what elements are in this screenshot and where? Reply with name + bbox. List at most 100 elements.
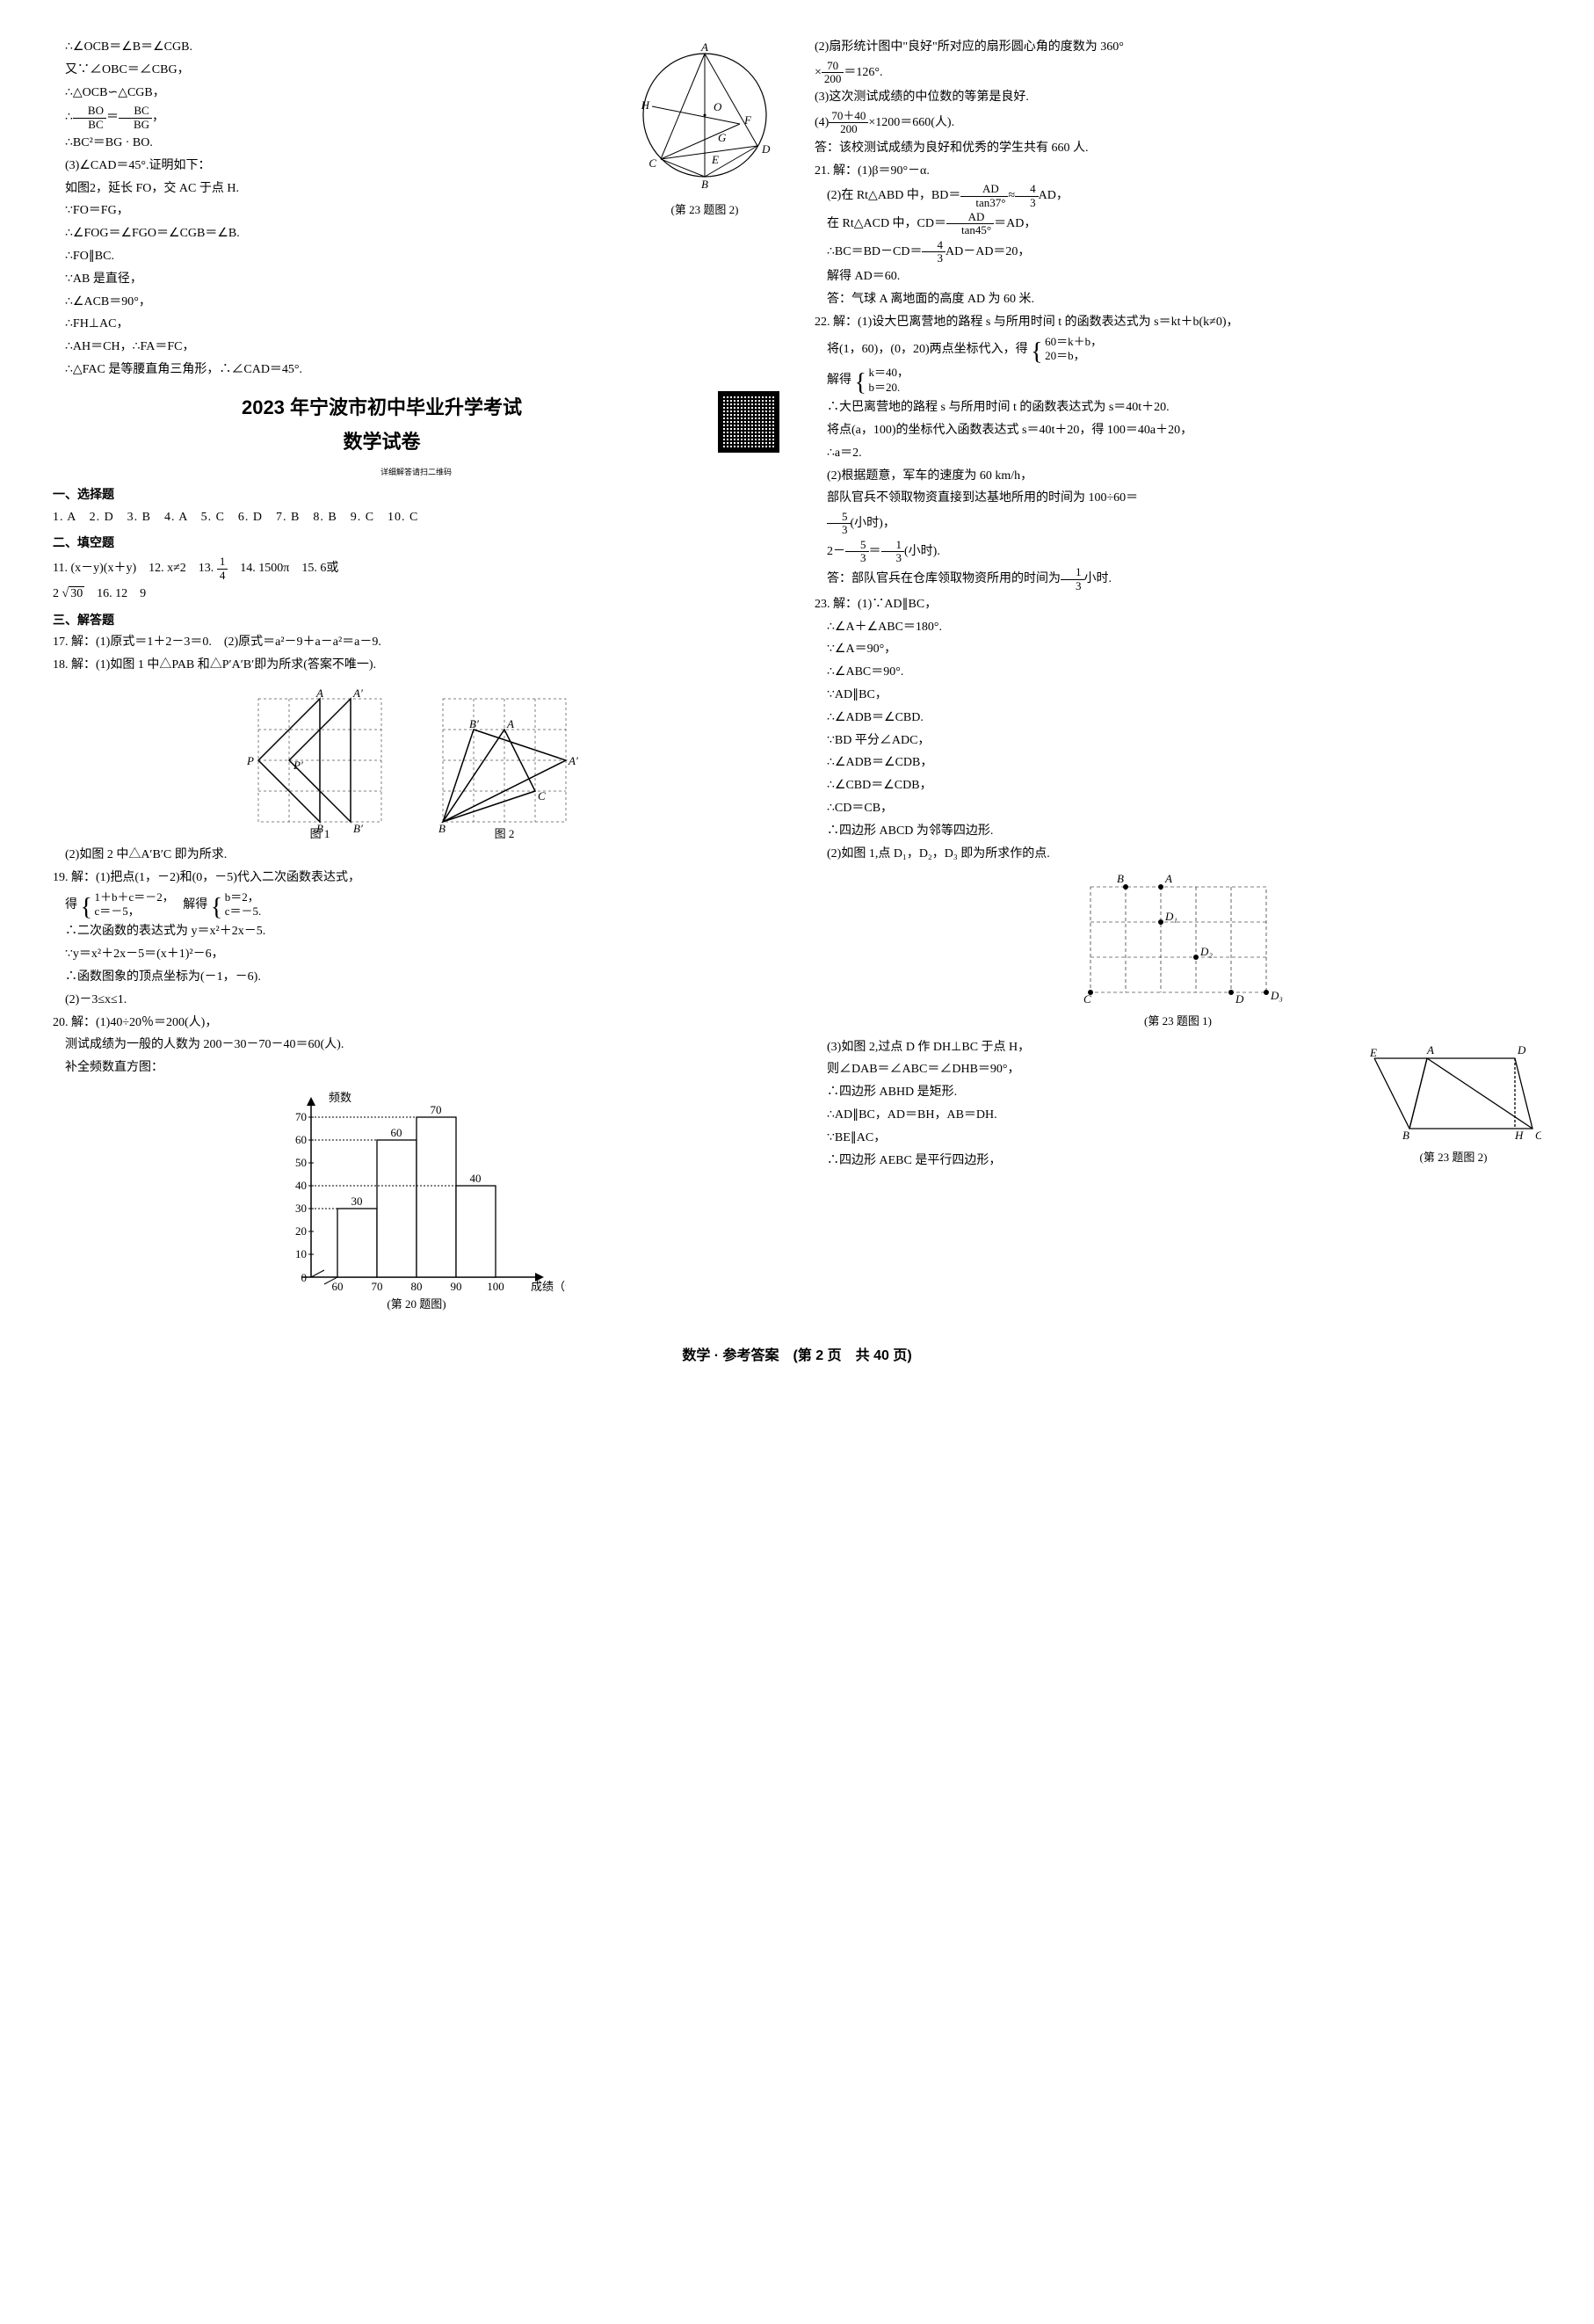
q20b: 测试成绩为一般的人数为 200－30－70－40＝60(人). xyxy=(53,1035,779,1056)
svg-text:D₃: D₃ xyxy=(1270,989,1283,1002)
svg-text:A: A xyxy=(700,40,708,54)
sec1-ans: 1. A 2. D 3. B 4. A 5. C 6. D 7. B 8. B … xyxy=(53,507,779,528)
l12: ∴∠ACB＝90°， xyxy=(53,292,779,313)
q18a: 18. 解：(1)如图 1 中△PAB 和△P′A′B′即为所求(答案不唯一). xyxy=(53,655,779,676)
circle-diagram: A C D B H O F G E xyxy=(630,40,779,199)
svg-text:P: P xyxy=(246,754,254,767)
svg-text:A: A xyxy=(1164,872,1172,885)
svg-text:C: C xyxy=(1083,992,1091,1006)
svg-text:100: 100 xyxy=(487,1280,504,1293)
sec2-hdr: 二、填空题 xyxy=(53,533,779,554)
svg-text:G: G xyxy=(718,131,727,144)
grid-diagram-1: B A D₁ D₂ C D D₃ xyxy=(1064,869,1293,1010)
q23a: 23. 解：(1)∵AD∥BC， xyxy=(815,594,1541,615)
l14: ∴AH＝CH，∴FA＝FC， xyxy=(53,337,779,358)
svg-text:90: 90 xyxy=(450,1280,461,1293)
q21e: 解得 AD＝60. xyxy=(815,266,1541,287)
svg-text:80: 80 xyxy=(410,1280,422,1293)
q23-fig2: EAD BHC (第 23 题图 2) xyxy=(1366,1041,1541,1167)
svg-text:C: C xyxy=(1535,1129,1541,1142)
q22e: 将点(a，100)的坐标代入函数表达式 s＝40t＋20，得 100＝40a＋2… xyxy=(815,420,1541,441)
svg-text:70: 70 xyxy=(295,1110,307,1123)
q23h: ∴∠ADB＝∠CDB， xyxy=(815,752,1541,773)
svg-text:P′: P′ xyxy=(293,759,303,772)
svg-text:H: H xyxy=(641,98,650,112)
svg-text:40: 40 xyxy=(469,1172,481,1185)
q19b: 得 1＋b＋c＝－2，c＝－5， 解得 b＝2，c＝－5. xyxy=(53,890,779,920)
trapezoid-diagram: EAD BHC xyxy=(1366,1041,1541,1146)
svg-text:60: 60 xyxy=(390,1126,402,1139)
svg-text:F: F xyxy=(743,113,752,127)
svg-text:B: B xyxy=(438,822,446,835)
sec3-hdr: 三、解答题 xyxy=(53,610,779,631)
q23i: ∴∠CBD＝∠CDB， xyxy=(815,775,1541,796)
q22c: 解得 k＝40，b＝20. xyxy=(815,366,1541,396)
q23-fig1: BA D₁ D₂ CDD₃ (第 23 题图 1) xyxy=(815,869,1541,1031)
svg-text:D₂: D₂ xyxy=(1199,945,1213,958)
q21a: 21. 解：(1)β＝90°－α. xyxy=(815,161,1541,182)
svg-text:H: H xyxy=(1514,1129,1524,1142)
svg-text:B: B xyxy=(701,178,708,191)
svg-text:A: A xyxy=(1426,1043,1434,1057)
q21f: 答：气球 A 离地面的高度 AD 为 60 米. xyxy=(815,289,1541,310)
sec2-ans1: 11. (x－y)(x＋y) 12. x≠2 13. 14 14. 1500π … xyxy=(53,556,779,582)
q20g: 答：该校测试成绩为良好和优秀的学生共有 660 人. xyxy=(815,138,1541,159)
q22f: ∴a＝2. xyxy=(815,443,1541,464)
svg-text:频数: 频数 xyxy=(329,1091,351,1104)
q20f: (4)70＋40200×1200＝660(人). xyxy=(815,110,1541,136)
svg-text:C: C xyxy=(648,156,656,170)
svg-text:B′: B′ xyxy=(353,822,363,835)
prev-fig-caption: (第 23 题图 2) xyxy=(630,200,779,220)
footer: 数学 · 参考答案 (第 2 页 共 40 页) xyxy=(53,1344,1541,1368)
q23-fig2-caption: (第 23 题图 2) xyxy=(1366,1148,1541,1167)
svg-text:B: B xyxy=(1117,872,1124,885)
q23d: ∴∠ABC＝90°. xyxy=(815,662,1541,683)
q23c: ∵∠A＝90°， xyxy=(815,639,1541,660)
l11: ∵AB 是直径， xyxy=(53,269,779,290)
q21b: (2)在 Rt△ABD 中，BD＝ADtan37°≈43AD， xyxy=(815,183,1541,209)
svg-text:10: 10 xyxy=(295,1247,307,1260)
q23k: ∴四边形 ABCD 为邻等四边形. xyxy=(815,821,1541,842)
q20a: 20. 解：(1)40÷20％＝200(人)， xyxy=(53,1013,779,1034)
q23b: ∴∠A＋∠ABC＝180°. xyxy=(815,617,1541,638)
svg-text:B′: B′ xyxy=(469,717,479,730)
svg-text:C: C xyxy=(538,789,546,803)
q21d: ∴BC＝BD－CD＝43AD－AD＝20， xyxy=(815,239,1541,265)
histogram: 频数 0 10 20 30 40 50 60 70 30 60 70 40 xyxy=(53,1084,779,1312)
l9: ∴∠FOG＝∠FGO＝∠CGB＝∠B. xyxy=(53,223,779,244)
sec1-hdr: 一、选择题 xyxy=(53,484,779,505)
sec2-ans2: 2 √30 16. 12 9 xyxy=(53,584,779,605)
title-main: 2023 年宁波市初中毕业升学考试 xyxy=(53,391,779,424)
svg-text:图 1: 图 1 xyxy=(309,827,330,839)
q17: 17. 解：(1)原式＝1＋2－3＝0. (2)原式＝a²－9＋a－a²＝a－9… xyxy=(53,632,779,653)
svg-text:图 2: 图 2 xyxy=(494,827,514,839)
svg-text:D₁: D₁ xyxy=(1164,910,1177,923)
title-sub: 数学试卷 xyxy=(53,425,779,458)
q18b: (2)如图 2 中△A′B′C 即为所求. xyxy=(53,845,779,866)
svg-text:A: A xyxy=(315,686,323,700)
q22h: 部队官兵不领取物资直接到达基地所用的时间为 100÷60＝ xyxy=(815,488,1541,509)
svg-text:30: 30 xyxy=(295,1202,307,1215)
bar-chart: 频数 0 10 20 30 40 50 60 70 30 60 70 40 xyxy=(267,1084,566,1312)
svg-text:E: E xyxy=(711,153,719,166)
q22h2: 53(小时)， xyxy=(815,511,1541,537)
q19a: 19. 解：(1)把点(1，－2)和(0，－5)代入二次函数表达式， xyxy=(53,868,779,889)
q22b: 将(1，60)，(0，20)两点坐标代入，得 60＝k＋b，20＝b， xyxy=(815,335,1541,365)
q20d: (2)扇形统计图中"良好"所对应的扇形圆心角的度数为 360° xyxy=(815,37,1541,58)
svg-text:70: 70 xyxy=(430,1103,441,1116)
q18-figures: P A B P′ A′ B′ 图 1 B A C B′ A′ 图 2 xyxy=(53,681,779,839)
svg-text:50: 50 xyxy=(295,1156,307,1169)
q23e: ∵AD∥BC， xyxy=(815,685,1541,706)
svg-text:O: O xyxy=(714,100,722,113)
svg-text:30: 30 xyxy=(351,1195,362,1208)
grid-figures: P A B P′ A′ B′ 图 1 B A C B′ A′ 图 2 xyxy=(241,681,592,839)
l13: ∴FH⊥AC， xyxy=(53,314,779,335)
l10: ∴FO∥BC. xyxy=(53,246,779,267)
q19f: (2)－3≤x≤1. xyxy=(53,990,779,1011)
q19d: ∵y＝x²＋2x－5＝(x＋1)²－6， xyxy=(53,944,779,965)
q23j: ∴CD＝CB， xyxy=(815,798,1541,819)
svg-text:D: D xyxy=(1517,1043,1526,1057)
l15: ∴△FAC 是等腰直角三角形，∴∠CAD＝45°. xyxy=(53,359,779,381)
svg-text:D: D xyxy=(1235,992,1244,1006)
svg-text:A: A xyxy=(506,717,514,730)
